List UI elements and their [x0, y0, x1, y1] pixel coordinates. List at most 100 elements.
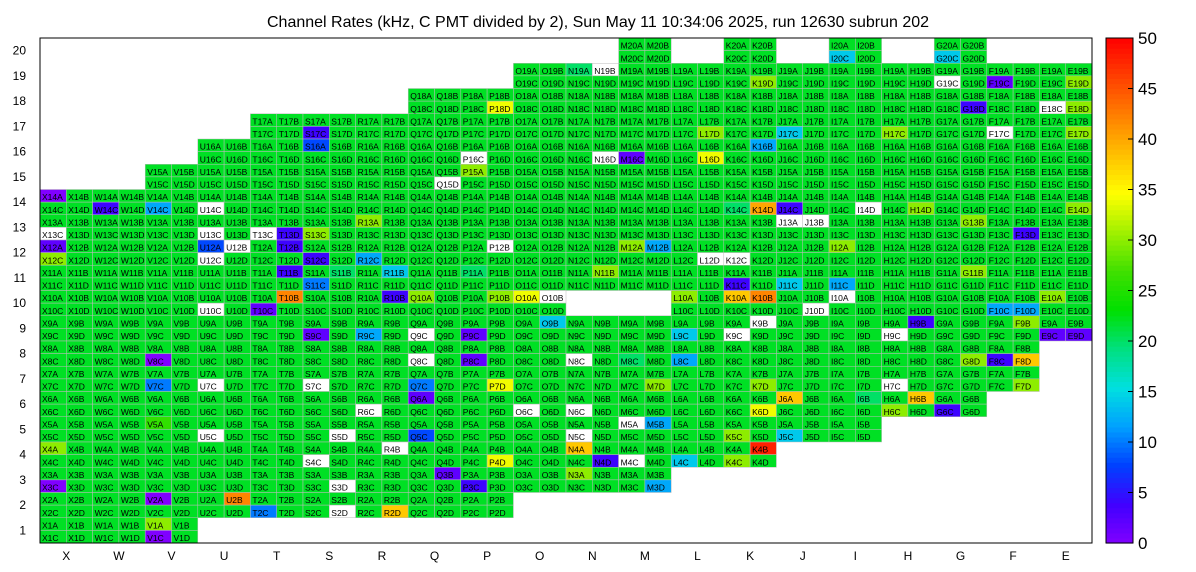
cell-label-N9D: N9D [594, 331, 611, 341]
cell-label-U8C: U8C [200, 356, 217, 366]
cell-label-N17B: N17B [594, 116, 616, 126]
cell-label-W1B: W1B [121, 520, 140, 530]
cell-label-S4B: S4B [331, 445, 347, 455]
cell-label-V10D: V10D [174, 306, 195, 316]
cell-label-O15B: O15B [542, 167, 564, 177]
cell-label-O8C: O8C [515, 356, 532, 366]
cell-label-F7C: F7C [989, 382, 1005, 392]
colorbar-segment [1106, 108, 1133, 115]
cell-label-F17C: F17C [989, 129, 1010, 139]
cell-label-F19C: F19C [989, 79, 1010, 89]
cell-label-N7D: N7D [594, 382, 611, 392]
cell-label-E14C: E14C [1041, 205, 1062, 215]
cell-label-N16C: N16C [568, 154, 590, 164]
cell-label-H7B: H7B [910, 369, 927, 379]
cell-label-Q14D: Q14D [437, 205, 459, 215]
cell-label-G20B: G20B [963, 41, 985, 51]
cell-label-I10B: I10B [857, 293, 875, 303]
cell-label-V2B: V2B [174, 495, 190, 505]
cell-label-U9C: U9C [200, 331, 217, 341]
cell-label-N13C: N13C [568, 230, 590, 240]
cell-label-X3D: X3D [68, 483, 85, 493]
cell-label-K12B: K12B [752, 243, 773, 253]
cell-label-R7A: R7A [358, 369, 375, 379]
cell-label-I7B: I7B [857, 369, 870, 379]
cell-label-K5C: K5C [726, 432, 743, 442]
cell-label-L8C: L8C [673, 356, 689, 366]
colorbar-segment [1106, 416, 1133, 423]
cell-label-K17D: K17D [752, 129, 773, 139]
cell-label-K4A: K4A [726, 445, 742, 455]
cell-label-R15D: R15D [384, 180, 406, 190]
cell-label-M7C: M7C [621, 382, 639, 392]
cell-label-N12D: N12D [594, 255, 616, 265]
cell-label-Q4A: Q4A [410, 445, 427, 455]
cell-label-U11A: U11A [200, 268, 221, 278]
cell-label-X13D: X13D [68, 230, 89, 240]
cell-label-R4A: R4A [358, 445, 375, 455]
cell-label-M6B: M6B [647, 394, 665, 404]
cell-label-F7A: F7A [989, 369, 1005, 379]
cell-label-V12A: V12A [147, 243, 168, 253]
cell-label-T10D: T10D [279, 306, 300, 316]
cell-label-Q4B: Q4B [437, 445, 454, 455]
cell-label-M9D: M9D [647, 331, 665, 341]
cell-label-U4C: U4C [200, 457, 217, 467]
cell-label-I6C: I6C [831, 407, 844, 417]
cell-label-H13D: H13D [910, 230, 932, 240]
cell-label-Q15C: Q15C [410, 180, 432, 190]
cell-label-I9C: I9C [831, 331, 844, 341]
cell-label-X1B: X1B [68, 520, 84, 530]
cell-label-I12B: I12B [857, 243, 875, 253]
cell-label-M19A: M19A [621, 66, 644, 76]
cell-label-J10B: J10B [805, 293, 825, 303]
cell-label-P16A: P16A [463, 142, 484, 152]
cell-label-J18A: J18A [778, 91, 798, 101]
cell-label-I19C: I19C [831, 79, 849, 89]
cell-label-P10A: P10A [463, 293, 484, 303]
cell-label-K15B: K15B [752, 167, 773, 177]
cell-label-J11B: J11B [805, 268, 824, 278]
cell-label-G8C: G8C [936, 356, 953, 366]
cell-label-P9D: P9D [489, 331, 506, 341]
cell-label-V5A: V5A [147, 419, 163, 429]
cell-label-L18B: L18B [700, 91, 720, 101]
cell-label-L8B: L8B [700, 344, 715, 354]
cell-label-P13B: P13B [489, 217, 510, 227]
cell-label-V7D: V7D [174, 382, 191, 392]
cell-label-F13A: F13A [989, 217, 1010, 227]
cell-label-F18A: F18A [989, 91, 1010, 101]
cell-label-J16D: J16D [805, 154, 825, 164]
cell-label-S15B: S15B [331, 167, 352, 177]
cell-label-M18D: M18D [647, 104, 670, 114]
cell-label-M16B: M16B [647, 142, 670, 152]
cell-label-H8D: H8D [910, 356, 927, 366]
cell-label-J16A: J16A [778, 142, 798, 152]
colorbar-segment [1106, 341, 1133, 347]
cell-label-M15B: M15B [647, 167, 670, 177]
cell-label-S2D: S2D [331, 508, 348, 518]
cell-label-L17A: L17A [673, 116, 693, 126]
cell-label-L12B: L12B [700, 243, 720, 253]
cell-label-G10C: G10C [936, 306, 958, 316]
cell-label-H12D: H12D [910, 255, 932, 265]
cell-label-Q5A: Q5A [410, 419, 427, 429]
cell-label-P8B: P8B [489, 344, 505, 354]
cell-label-N9C: N9C [568, 331, 585, 341]
cell-label-P11B: P11B [489, 268, 509, 278]
cell-label-T13B: T13B [279, 217, 300, 227]
cell-label-S7B: S7B [331, 369, 347, 379]
cell-label-L7D: L7D [700, 382, 716, 392]
cell-label-M12C: M12C [621, 255, 644, 265]
cell-label-U16A: U16A [200, 142, 222, 152]
cell-label-E10C: E10C [1041, 306, 1062, 316]
cell-label-S4A: S4A [305, 445, 321, 455]
cell-label-X12D: X12D [68, 255, 89, 265]
cell-label-X8B: X8B [68, 344, 84, 354]
cell-label-G19A: G19A [936, 66, 958, 76]
cell-label-O8A: O8A [515, 344, 532, 354]
cell-label-K16A: K16A [726, 142, 747, 152]
cell-label-V13C: V13C [147, 230, 168, 240]
colorbar-segment [1106, 58, 1133, 64]
cell-label-F10C: F10C [989, 306, 1010, 316]
